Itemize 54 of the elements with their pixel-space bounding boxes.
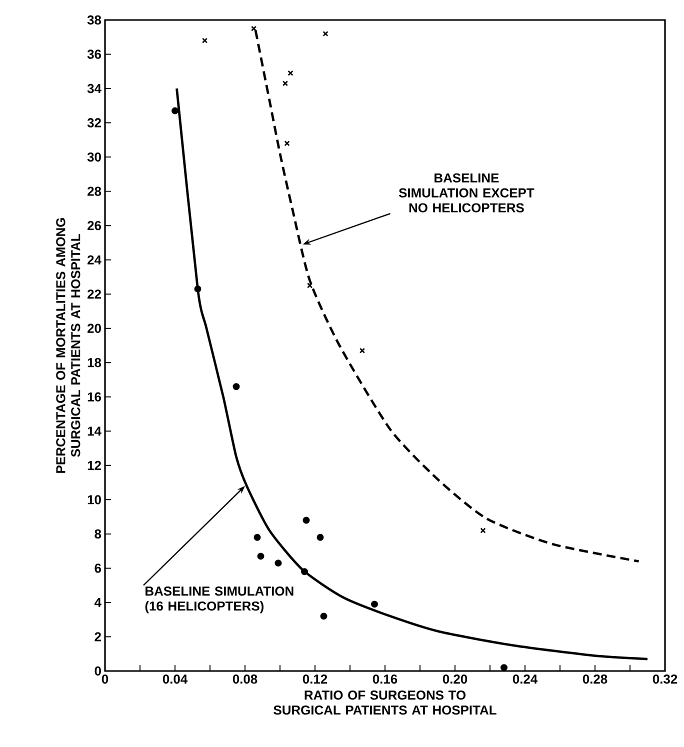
y-tick-label: 38 bbox=[87, 15, 102, 25]
point bbox=[250, 26, 257, 32]
y-tick-label: 18 bbox=[88, 358, 102, 368]
annotation: BASELINE SIMULATION (16 HELICOPTERS) bbox=[145, 586, 294, 614]
x-tick-label: 0 bbox=[102, 674, 108, 684]
y-tick-label: 14 bbox=[88, 426, 102, 436]
point bbox=[172, 107, 178, 114]
point bbox=[194, 285, 202, 292]
point bbox=[288, 70, 294, 76]
y-tick-label: 30 bbox=[87, 152, 101, 162]
y-tick-label: 28 bbox=[88, 186, 102, 196]
y-tick-label: 16 bbox=[88, 392, 102, 402]
point bbox=[359, 348, 366, 354]
x-tick-label: 0.24 bbox=[512, 674, 538, 684]
x-tick-label: 0.16 bbox=[372, 674, 398, 684]
y-tick-label: 20 bbox=[88, 324, 101, 333]
y-tick-label: 26 bbox=[88, 220, 102, 230]
x-axis-title: RATIO OF SURGEONS TO SURGICAL PATIENTS AT HOSPITAL bbox=[274, 690, 496, 715]
y-tick-label: 8 bbox=[94, 529, 102, 539]
y-tick-label: 6 bbox=[94, 564, 102, 573]
x-tick-label: 0.12 bbox=[302, 674, 328, 684]
point bbox=[320, 612, 328, 620]
point bbox=[254, 534, 261, 541]
point bbox=[232, 383, 240, 390]
x-tick-label: 0.32 bbox=[652, 674, 678, 684]
y-tick-label: 2 bbox=[94, 632, 101, 642]
y-tick-label: 4 bbox=[94, 598, 102, 607]
point bbox=[257, 552, 264, 560]
y-tick-label: 10 bbox=[88, 495, 101, 504]
point bbox=[316, 534, 324, 541]
point bbox=[306, 282, 313, 288]
y-tick-label: 34 bbox=[87, 84, 102, 94]
x-tick-label: 0.20 bbox=[442, 674, 468, 684]
point bbox=[202, 38, 208, 44]
point bbox=[282, 80, 288, 86]
x-tick-label: 0.28 bbox=[582, 674, 608, 684]
x-tick-label: 0.04 bbox=[162, 674, 188, 684]
y-tick-label: 0 bbox=[94, 666, 101, 676]
y-tick-label: 22 bbox=[88, 290, 101, 299]
y-tick-label: 32 bbox=[87, 118, 101, 128]
point bbox=[302, 516, 310, 524]
point bbox=[274, 560, 282, 567]
y-tick-label: 24 bbox=[88, 255, 102, 264]
point bbox=[480, 528, 486, 534]
y-tick-label: 36 bbox=[87, 50, 102, 59]
point bbox=[284, 140, 290, 146]
x-tick-label: 0.08 bbox=[232, 674, 258, 684]
y-tick-label: 12 bbox=[88, 460, 101, 470]
point bbox=[371, 600, 378, 608]
point bbox=[301, 568, 308, 576]
point bbox=[322, 30, 328, 37]
y-axis-title: PERCENTAGE OF MORTALITIES AMONG SURGICAL PATIENTS AT HOSPITAL bbox=[56, 218, 80, 473]
annotation: BASELINE SIMULATION EXCEPT NO HELICOPTERS bbox=[398, 173, 534, 212]
point bbox=[500, 664, 508, 672]
